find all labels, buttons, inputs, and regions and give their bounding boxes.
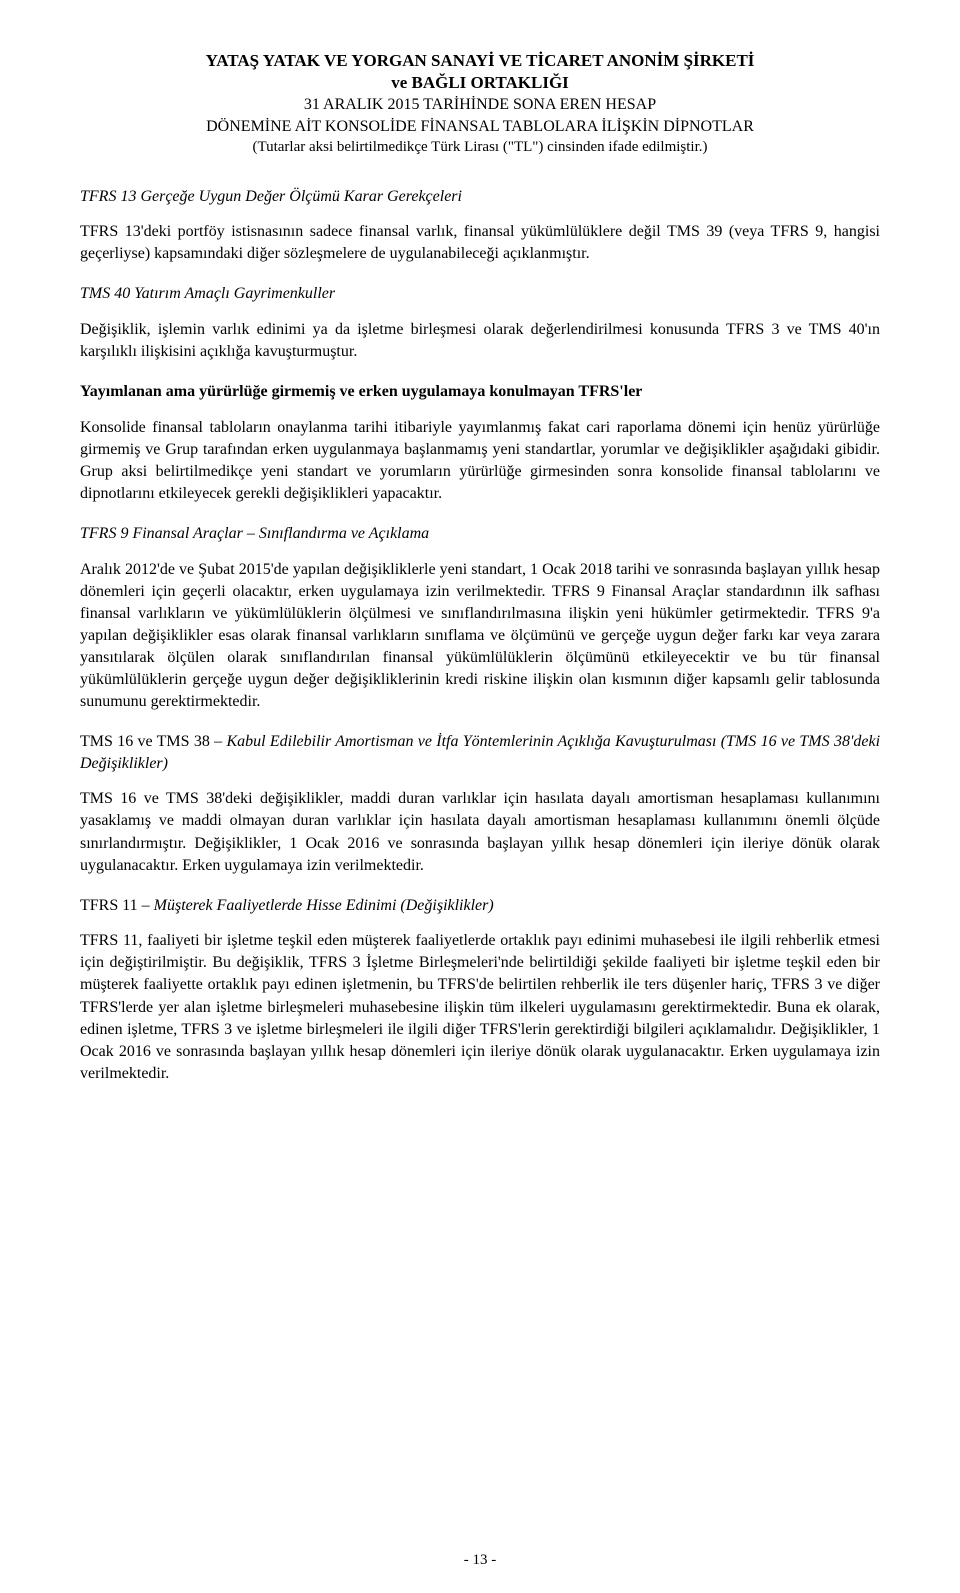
section-tfrs13-title: TFRS 13 Gerçeğe Uygun Değer Ölçümü Karar… [80,186,880,208]
section-tfrs11-prefix: TFRS 11 – [80,897,154,914]
header-period-line1: 31 ARALIK 2015 TARİHİNDE SONA EREN HESAP [80,94,880,116]
section-tms40-title: TMS 40 Yatırım Amaçlı Gayrimenkuller [80,283,880,305]
section-unissued-tfrs-body: Konsolide finansal tabloların onaylanma … [80,417,880,505]
document-header: YATAŞ YATAK VE YORGAN SANAYİ VE TİCARET … [80,50,880,158]
section-tfrs11-title: TFRS 11 – Müşterek Faaliyetlerde Hisse E… [80,895,880,917]
section-tfrs9-body: Aralık 2012'de ve Şubat 2015'de yapılan … [80,559,880,714]
section-tms16-38-prefix: TMS 16 ve TMS 38 – [80,733,226,750]
section-unissued-tfrs-title: Yayımlanan ama yürürlüğe girmemiş ve erk… [80,381,880,403]
section-tms16-38-title: TMS 16 ve TMS 38 – Kabul Edilebilir Amor… [80,731,880,774]
section-tfrs9-title: TFRS 9 Finansal Araçlar – Sınıflandırma … [80,523,880,545]
section-tfrs13-body: TFRS 13'deki portföy istisnasının sadece… [80,221,880,265]
section-tms16-38-body: TMS 16 ve TMS 38'deki değişiklikler, mad… [80,788,880,876]
header-currency-note: (Tutarlar aksi belirtilmedikçe Türk Lira… [80,137,880,157]
page-number: - 13 - [0,1552,960,1569]
header-company-sub: ve BAĞLI ORTAKLIĞI [80,72,880,94]
header-period-line2: DÖNEMİNE AİT KONSOLİDE FİNANSAL TABLOLAR… [80,116,880,138]
section-tfrs11-italic: Müşterek Faaliyetlerde Hisse Edinimi (De… [154,897,494,914]
header-company-name: YATAŞ YATAK VE YORGAN SANAYİ VE TİCARET … [80,50,880,72]
section-tfrs11-body: TFRS 11, faaliyeti bir işletme teşkil ed… [80,930,880,1085]
section-tms40-body: Değişiklik, işlemin varlık edinimi ya da… [80,319,880,363]
document-page: YATAŞ YATAK VE YORGAN SANAYİ VE TİCARET … [0,0,960,1593]
